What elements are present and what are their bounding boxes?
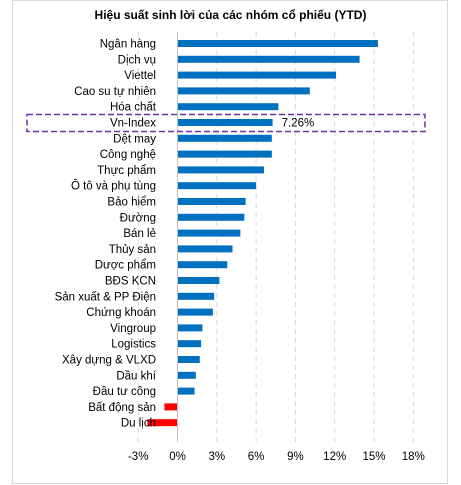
- category-label: Ô tô và phụ tùng: [71, 180, 156, 193]
- bar: [177, 387, 195, 395]
- category-label: Đầu tư công: [93, 386, 156, 398]
- bar: [177, 213, 245, 221]
- bar: [177, 356, 200, 363]
- bar: [177, 324, 203, 332]
- category-label: Dược phẩm: [95, 260, 156, 272]
- x-tick-label: 6%: [248, 451, 265, 463]
- category-label: Vn-Index: [110, 118, 156, 130]
- x-tick-label: 9%: [287, 451, 304, 463]
- category-label: Bảo hiểm: [107, 197, 156, 209]
- chart-title: Hiệu suất sinh lời của các nhóm cổ phiếu…: [94, 8, 367, 22]
- x-tick-label: 3%: [208, 451, 225, 463]
- category-label: Xây dựng & VLXD: [62, 355, 156, 367]
- x-tick-label: 0%: [169, 451, 186, 463]
- bar: [177, 71, 337, 79]
- bar: [177, 150, 272, 158]
- category-label: Cao su tự nhiên: [74, 86, 156, 98]
- category-label: Thực phẩm: [97, 165, 156, 177]
- bar: [177, 119, 273, 126]
- bar: [177, 55, 360, 63]
- category-label: Bán lẻ: [123, 228, 156, 240]
- chart-frame: [12, 0, 448, 484]
- bar: [177, 261, 228, 269]
- x-tick-label: 18%: [402, 451, 425, 463]
- bar: [147, 419, 178, 427]
- bar: [177, 308, 213, 316]
- category-label: Dầu khí: [116, 370, 156, 382]
- bar: [177, 277, 220, 284]
- category-label: Sản xuất & PP Điện: [55, 291, 156, 303]
- bar: [164, 403, 178, 411]
- x-tick-label: -3%: [128, 451, 148, 463]
- bar: [177, 134, 272, 142]
- category-label: Dịch vụ: [118, 54, 156, 66]
- data-label: 7.26%: [282, 118, 315, 130]
- category-label: Hóa chất: [110, 102, 157, 114]
- category-label: Đường: [120, 212, 156, 224]
- bar: [177, 198, 246, 205]
- category-label: Bất động sản: [88, 402, 156, 414]
- category-label: Thủy sản: [109, 244, 156, 256]
- x-tick-label: 12%: [323, 451, 346, 463]
- category-label: Chứng khoán: [86, 307, 156, 319]
- bar: [177, 245, 233, 253]
- bar: [177, 292, 215, 300]
- bar: [177, 229, 241, 237]
- category-label: Dệt may: [113, 133, 156, 145]
- category-label: Vingroup: [110, 323, 156, 335]
- bar: [177, 103, 279, 111]
- category-label: Công nghệ: [100, 149, 156, 161]
- bar: [177, 182, 257, 190]
- category-label: Ngân hàng: [100, 39, 156, 51]
- category-label: BĐS KCN: [105, 276, 156, 288]
- category-label: Du lịch: [121, 418, 156, 430]
- bar: [177, 371, 196, 379]
- category-label: Logistics: [111, 339, 156, 351]
- x-tick-label: 15%: [362, 451, 385, 463]
- bar: [177, 340, 202, 348]
- category-label: Viettel: [124, 70, 156, 82]
- bar: [177, 40, 378, 47]
- bar: [177, 87, 310, 95]
- highlight-box: [26, 113, 426, 133]
- bar: [177, 166, 264, 174]
